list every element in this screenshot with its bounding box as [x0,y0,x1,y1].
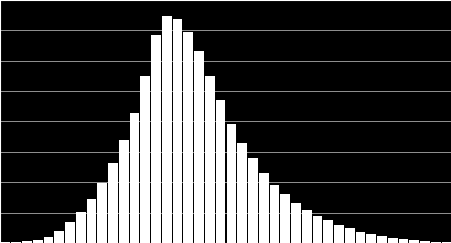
Bar [151,35,161,243]
Bar [377,236,386,243]
Bar [248,158,257,243]
Bar [226,124,236,243]
Bar [409,240,418,243]
Bar [205,76,214,243]
Bar [119,140,129,243]
Bar [33,240,42,243]
Bar [430,242,440,243]
Bar [140,76,150,243]
Bar [108,163,118,243]
Bar [54,231,64,243]
Bar [215,100,225,243]
Bar [419,241,429,243]
Bar [398,239,408,243]
Bar [237,143,246,243]
Bar [344,228,354,243]
Bar [183,32,193,243]
Bar [76,212,85,243]
Bar [333,225,343,243]
Bar [269,185,279,243]
Bar [172,19,182,243]
Bar [87,199,96,243]
Bar [301,209,311,243]
Bar [258,173,268,243]
Bar [194,51,203,243]
Bar [43,236,53,243]
Bar [355,232,364,243]
Bar [387,238,397,243]
Bar [97,182,107,243]
Bar [129,113,139,243]
Bar [312,216,322,243]
Bar [366,234,375,243]
Bar [280,194,290,243]
Bar [22,241,32,243]
Bar [290,202,300,243]
Bar [322,220,332,243]
Bar [161,16,171,243]
Bar [65,223,74,243]
